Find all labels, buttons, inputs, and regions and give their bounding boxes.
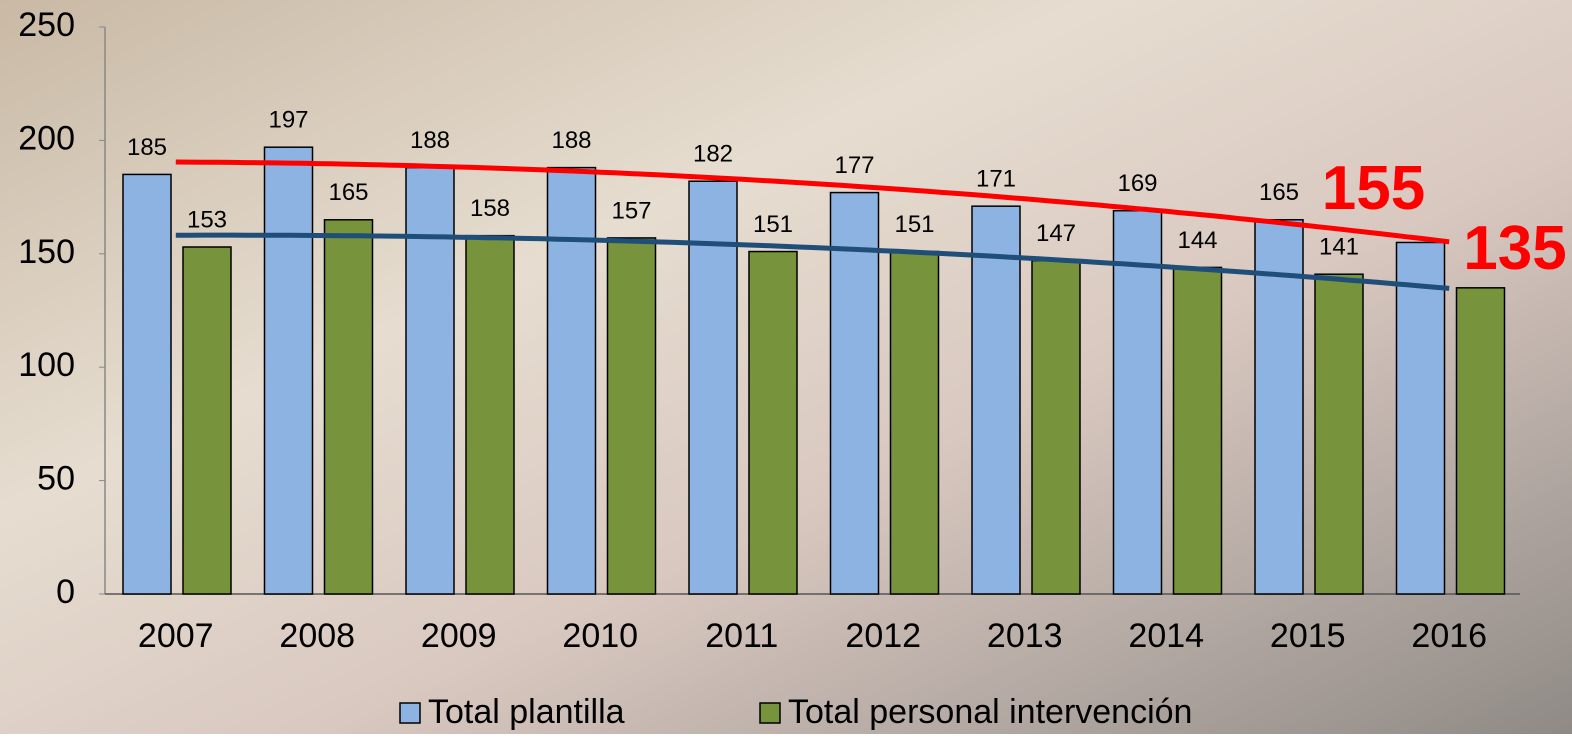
- bar: [1172, 266, 1223, 595]
- legend-label: Total personal intervención: [788, 693, 1192, 731]
- x-tick-label: 2013: [987, 617, 1063, 655]
- bar: [1395, 241, 1446, 595]
- data-label: 165: [1259, 179, 1299, 206]
- data-label: 151: [894, 211, 934, 238]
- y-tick-label: 150: [18, 233, 75, 271]
- x-tick-label: 2009: [421, 617, 497, 655]
- highlight-label: 135: [1463, 214, 1566, 283]
- bar: [829, 191, 880, 595]
- trend-line: [175, 232, 1450, 291]
- x-tick-label: 2007: [138, 617, 214, 655]
- x-tick-label: 2011: [705, 617, 778, 655]
- bar: [1112, 209, 1163, 595]
- x-tick-label: 2015: [1270, 617, 1346, 655]
- bar: [1031, 259, 1081, 595]
- data-label: 197: [268, 107, 308, 134]
- data-label: 177: [834, 152, 874, 179]
- bar: [263, 146, 314, 595]
- data-label: 185: [127, 134, 167, 161]
- x-tick-label: 2012: [845, 617, 921, 655]
- bar: [748, 250, 798, 595]
- x-tick-label: 2010: [562, 617, 638, 655]
- data-label: 188: [551, 127, 591, 154]
- bar: [405, 166, 455, 595]
- x-tick-label: 2014: [1128, 617, 1204, 655]
- trend-line: [175, 159, 1450, 245]
- x-tick-label: 2016: [1411, 617, 1487, 655]
- bar: [1314, 273, 1364, 595]
- bar: [465, 234, 515, 595]
- highlight-label: 155: [1322, 154, 1425, 223]
- data-label: 157: [611, 197, 651, 224]
- y-tick-label: 0: [56, 573, 75, 611]
- legend-swatch: [759, 702, 781, 724]
- data-label: 188: [410, 127, 450, 154]
- bar: [1254, 219, 1304, 595]
- bar: [323, 219, 374, 595]
- bar: [606, 237, 657, 595]
- y-tick-label: 50: [37, 460, 75, 498]
- data-label: 182: [693, 141, 733, 168]
- data-label: 165: [328, 179, 368, 206]
- legend-label: Total plantilla: [428, 693, 625, 731]
- bar: [122, 173, 172, 595]
- bar: [546, 166, 597, 595]
- bar: [889, 250, 940, 595]
- data-label: 153: [187, 206, 227, 233]
- data-label: 169: [1117, 170, 1157, 197]
- y-tick-label: 100: [18, 346, 75, 384]
- x-tick-label: 2008: [279, 617, 355, 655]
- data-label: 141: [1319, 234, 1359, 261]
- bar: [688, 180, 738, 595]
- data-label: 144: [1177, 227, 1217, 254]
- bar: [971, 205, 1021, 595]
- data-label: 151: [753, 211, 793, 238]
- data-label: 147: [1036, 220, 1076, 247]
- bar: [182, 246, 232, 595]
- y-tick-label: 200: [18, 119, 75, 157]
- bar: [1455, 287, 1506, 595]
- data-label: 171: [976, 166, 1016, 193]
- legend-swatch: [399, 702, 421, 724]
- data-label: 158: [470, 195, 510, 222]
- y-tick-label: 250: [18, 6, 75, 44]
